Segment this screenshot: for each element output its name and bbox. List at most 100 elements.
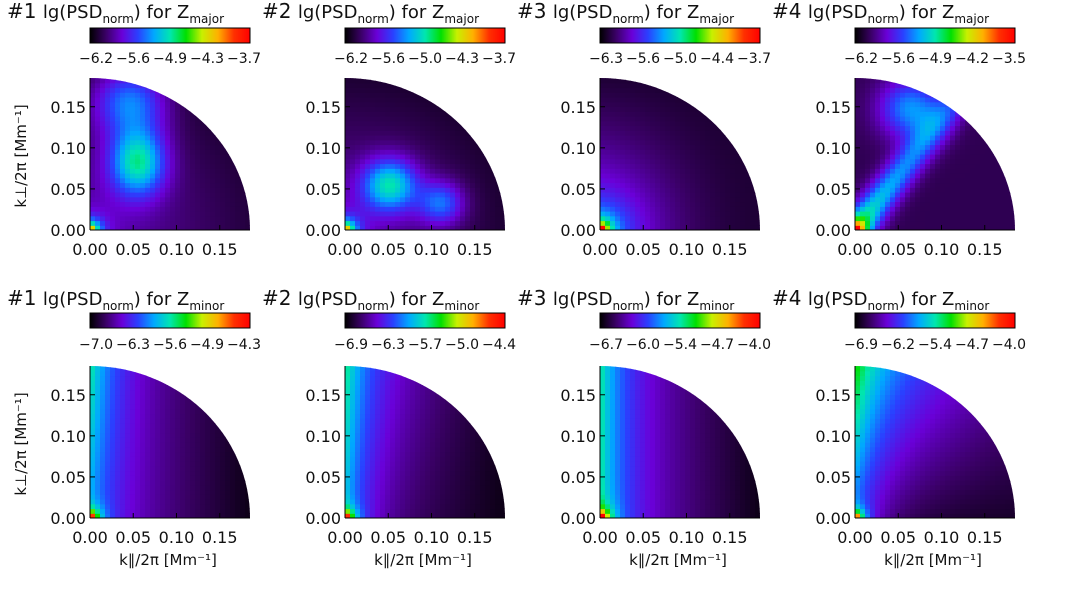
heatmap-cell [710,163,716,169]
heatmap-cell [360,494,366,500]
heatmap-cell [115,456,121,462]
heatmap-cell [620,177,626,184]
heatmap-cell [235,446,241,453]
heatmap-cell [470,211,476,217]
heatmap-cell [430,196,436,203]
heatmap-cell [100,366,106,372]
heatmap-cell [170,101,176,108]
heatmap-cell [115,149,121,155]
heatmap-cell [210,475,216,481]
heatmap-cell [615,125,621,131]
heatmap-cell [180,480,186,486]
heatmap-cell [955,196,961,203]
heatmap-cell [240,499,246,505]
heatmap-cell [675,92,681,98]
heatmap-cell [750,225,756,230]
heatmap-cell [350,423,356,429]
heatmap-cell [370,163,376,169]
heatmap-cell [705,154,711,160]
heatmap-cell [605,187,611,193]
heatmap-cell [415,442,421,448]
heatmap-cell [220,177,226,184]
heatmap-cell [165,446,171,453]
heatmap-cell [115,499,121,505]
heatmap-cell [655,125,661,131]
heatmap-cell [405,225,411,230]
heatmap-cell [665,182,671,188]
heatmap-cell [100,489,106,495]
heatmap-cell [100,385,106,391]
heatmap-cell [430,404,436,410]
heatmap-cell [190,168,196,174]
heatmap-cell [110,149,116,155]
y-tick-label: 0.00 [815,221,851,240]
heatmap-cell [450,120,456,127]
heatmap-cell [960,130,966,136]
heatmap-cell [240,503,246,510]
heatmap-cell [125,437,131,443]
heatmap-cell [370,399,376,405]
heatmap-cell [360,451,366,457]
heatmap-cell [95,106,101,112]
heatmap-cell [435,489,441,495]
heatmap-cell [110,92,116,98]
heatmap-cell [160,215,166,222]
heatmap-cell [125,489,131,495]
heatmap-cell [355,399,361,405]
heatmap-cell [160,106,166,112]
heatmap-cell [400,139,406,146]
heatmap-cell [350,120,356,127]
heatmap-cell [415,437,421,443]
heatmap-cell [940,187,946,193]
heatmap-cell [375,211,381,217]
heatmap-cell [405,389,411,396]
heatmap-cell [455,177,461,184]
heatmap-cell [935,192,941,198]
heatmap-cell [970,158,976,165]
heatmap-cell [175,201,181,207]
heatmap-cell [120,408,126,415]
heatmap-cell [975,130,981,136]
title-part: #2 [262,0,298,23]
heatmap-cell [345,437,351,443]
heatmap-cell [425,399,431,405]
heatmap-cell [660,120,666,127]
heatmap-cell [870,225,876,230]
heatmap-cell [220,451,226,457]
heatmap-cell [635,78,641,84]
heatmap-cell [710,139,716,146]
heatmap-cell [90,413,96,419]
heatmap-cell [940,220,946,226]
heatmap-cell [650,92,656,98]
heatmap-cell [140,446,146,453]
heatmap-cell [890,173,896,179]
heatmap-cell [910,97,916,103]
heatmap-cell [455,173,461,179]
heatmap-cell [170,168,176,174]
heatmap-cell [370,173,376,179]
heatmap-cell [395,97,401,103]
heatmap-cell [375,451,381,457]
heatmap-cell [165,470,171,476]
heatmap-cell [435,206,441,212]
heatmap-cell [620,149,626,155]
heatmap-cell [625,154,631,160]
heatmap-cell [135,78,141,84]
heatmap-cell [630,215,636,222]
heatmap-cell [740,206,746,212]
heatmap-cell [680,173,686,179]
heatmap-cell [345,418,351,424]
heatmap-cell [485,215,491,222]
heatmap-cell [370,418,376,424]
heatmap-cell [685,130,691,136]
heatmap-cell [895,144,901,150]
heatmap-cell [460,154,466,160]
heatmap-cell [495,182,501,188]
heatmap-cell [630,154,636,160]
heatmap-cell [920,97,926,103]
heatmap-cell [160,480,166,486]
heatmap-cell [665,173,671,179]
heatmap-cell [200,499,206,505]
heatmap-cell [375,461,381,467]
heatmap-cell [895,92,901,98]
